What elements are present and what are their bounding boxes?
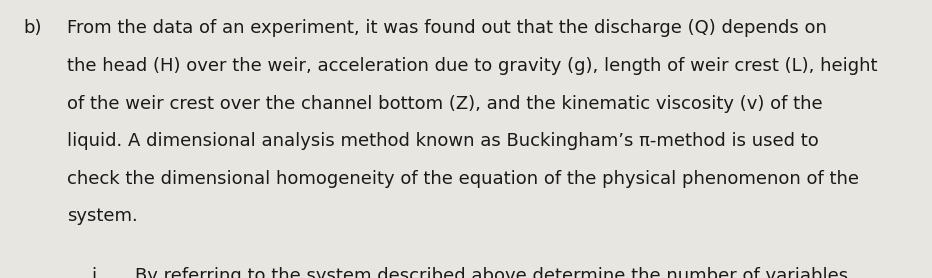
Text: By referring to the system described above determine the number of variables: By referring to the system described abo…	[135, 267, 848, 278]
Text: b): b)	[23, 19, 42, 38]
Text: i.: i.	[91, 267, 103, 278]
Text: check the dimensional homogeneity of the equation of the physical phenomenon of : check the dimensional homogeneity of the…	[67, 170, 859, 188]
Text: From the data of an experiment, it was found out that the discharge (Q) depends : From the data of an experiment, it was f…	[67, 19, 827, 38]
Text: liquid. A dimensional analysis method known as Buckingham’s π-method is used to: liquid. A dimensional analysis method kn…	[67, 132, 819, 150]
Text: system.: system.	[67, 207, 138, 225]
Text: the head (H) over the weir, acceleration due to gravity (g), length of weir cres: the head (H) over the weir, acceleration…	[67, 57, 878, 75]
Text: of the weir crest over the channel bottom (Z), and the kinematic viscosity (v) o: of the weir crest over the channel botto…	[67, 95, 823, 113]
